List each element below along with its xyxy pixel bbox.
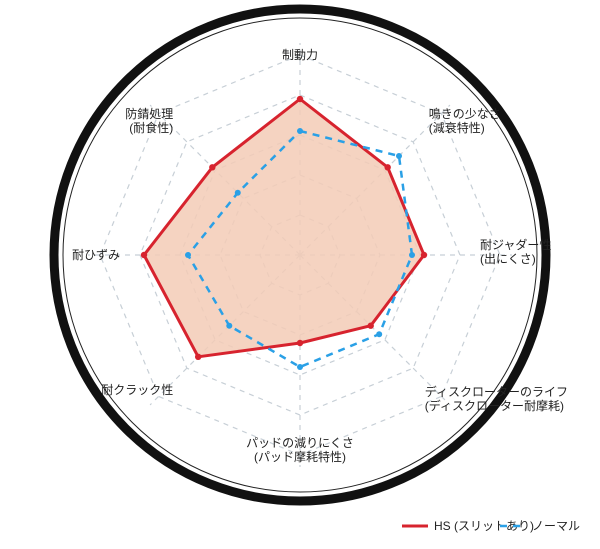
chart-legend: HS (スリットあり)ノーマル: [402, 519, 580, 533]
series-1-marker: [297, 364, 303, 370]
series-0-marker: [297, 340, 303, 346]
series-1-marker: [235, 190, 241, 196]
series-0-marker: [384, 164, 390, 170]
legend-label: ノーマル: [532, 519, 580, 533]
series-0-marker: [421, 252, 427, 258]
axis-label-5: 耐クラック性: [101, 383, 173, 397]
series-1-marker: [226, 323, 232, 329]
series-0: [144, 99, 424, 357]
series-0-marker: [209, 164, 215, 170]
series-1-marker: [376, 331, 382, 337]
axis-label-7: 防錆処理(耐食性): [125, 106, 173, 135]
series-1-marker: [297, 128, 303, 134]
axis-label-2: 耐ジャダー性(出にくさ): [480, 237, 551, 266]
axis-label-3: ディスクローターのライフ(ディスクローター耐摩耗): [425, 384, 568, 413]
series-0-marker: [297, 96, 303, 102]
series-1-marker: [409, 252, 415, 258]
series-1-marker: [396, 153, 402, 159]
axis-label-0: 制動力: [282, 48, 318, 62]
axis-label-4: パッドの減りにくさ(パッド摩耗特性): [246, 435, 354, 464]
radar-series: [141, 96, 427, 370]
series-0-marker: [141, 252, 147, 258]
series-1-marker: [185, 252, 191, 258]
axis-label-1: 鳴きの少なさ(減衰特性): [429, 107, 501, 135]
series-0-marker: [195, 354, 201, 360]
series-0-marker: [368, 323, 374, 329]
axis-label-6: 耐ひずみ: [72, 248, 120, 262]
